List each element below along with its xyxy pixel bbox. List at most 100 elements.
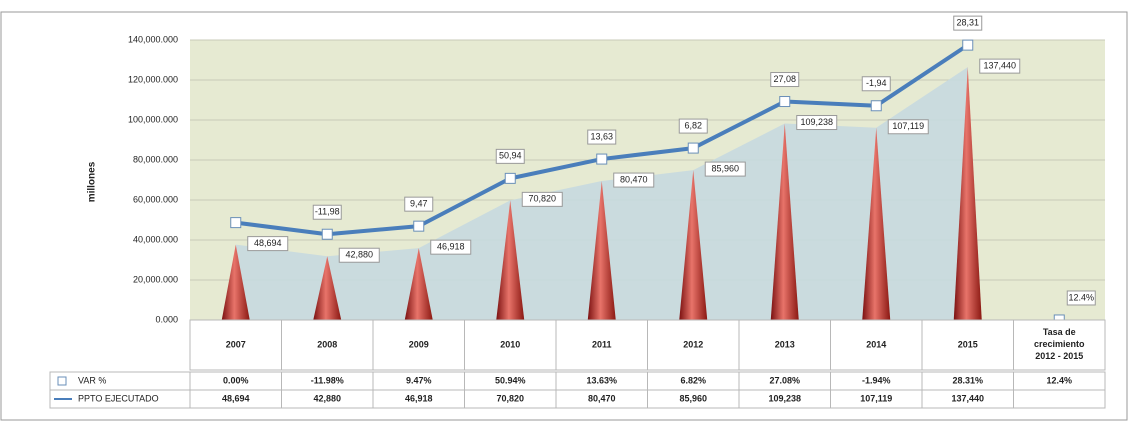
y-axis-label: millones (87, 161, 98, 202)
data-label: 27,08 (773, 74, 796, 84)
table-value: 42,880 (313, 393, 341, 403)
y-tick-label: 60,000.000 (133, 194, 178, 204)
cone (221, 244, 250, 320)
table-cell (49, 371, 191, 391)
y-tick-label: 140,000.000 (128, 34, 178, 44)
cone (404, 248, 433, 320)
label-box (247, 236, 289, 252)
data-label: 42,880 (345, 250, 373, 260)
legend-key (57, 376, 67, 386)
legend-label: PPTO EJECUTADO (78, 393, 159, 403)
x-tick-label: 2008 (317, 339, 337, 349)
table-cell (921, 319, 1014, 371)
table-value: 137,440 (951, 393, 984, 403)
data-label: 48,694 (254, 238, 282, 248)
data-label: 109,238 (800, 117, 833, 127)
table-value: 46,918 (405, 393, 433, 403)
data-label: -1,94 (866, 78, 887, 88)
table-value: 80,470 (588, 393, 616, 403)
marker (596, 153, 608, 165)
label-box (796, 115, 838, 131)
x-tick-label: 2014 (866, 339, 886, 349)
data-label: 50,94 (499, 151, 522, 161)
table-value: -1.94% (862, 375, 891, 385)
x-tick-label: 2015 (958, 339, 978, 349)
table-value: 9.47% (406, 375, 432, 385)
label-box (404, 196, 434, 212)
table-value: 12.4% (1046, 375, 1072, 385)
cone (770, 123, 799, 320)
table-value: 27.08% (769, 375, 800, 385)
marker (779, 96, 791, 108)
data-label: 80,470 (620, 174, 648, 184)
marker (870, 100, 882, 112)
table-cell (372, 319, 465, 371)
y-tick-label: 0.000 (155, 314, 178, 324)
label-box (1066, 290, 1096, 306)
table-value: 13.63% (586, 375, 617, 385)
table-cell (1013, 319, 1106, 371)
data-label: 137,440 (983, 60, 1016, 70)
label-box (495, 148, 525, 164)
data-label: -11,98 (315, 207, 340, 217)
data-label: 46,918 (437, 242, 465, 252)
label-box (430, 239, 472, 255)
label-box (770, 72, 800, 88)
table-value: 28.31% (952, 375, 983, 385)
label-box (613, 172, 655, 188)
table-value: 70,820 (496, 393, 524, 403)
marker (962, 39, 974, 51)
cone (679, 170, 708, 320)
data-label: 28,31 (956, 17, 979, 27)
cone (862, 127, 891, 321)
x-tick-label: 2010 (500, 339, 520, 349)
data-label: 6,82 (684, 120, 702, 130)
label-box (678, 118, 708, 134)
label-box (979, 58, 1021, 74)
table-value: -11.98% (311, 375, 344, 385)
y-tick-label: 40,000.000 (133, 234, 178, 244)
x-tick-label: 2013 (775, 339, 795, 349)
marker (504, 172, 516, 184)
data-label: 85,960 (711, 163, 739, 173)
table-value: 85,960 (679, 393, 707, 403)
legend-label: VAR % (78, 375, 106, 385)
data-label: 13,63 (590, 131, 613, 141)
marker (687, 142, 699, 154)
y-tick-label: 120,000.000 (128, 74, 178, 84)
table-value: 109,238 (768, 393, 801, 403)
table-cell (647, 319, 740, 371)
data-label: 9,47 (410, 199, 428, 209)
table-cell (830, 319, 923, 371)
marker (413, 220, 425, 232)
data-label: 107,119 (892, 121, 924, 131)
label-box (704, 161, 746, 177)
table-value: 50.94% (495, 375, 526, 385)
label-box (887, 119, 929, 135)
marker (230, 217, 242, 229)
y-tick-label: 80,000.000 (133, 154, 178, 164)
label-box (521, 191, 563, 207)
marker (321, 228, 333, 240)
table-cell (281, 319, 374, 371)
y-tick-label: 100,000.000 (128, 114, 178, 124)
x-tick-label: 2007 (226, 339, 246, 349)
table-value: 48,694 (222, 393, 250, 403)
x-tick-label: 2011 (592, 339, 612, 349)
table-value: 6.82% (680, 375, 706, 385)
cone (496, 200, 525, 320)
data-label: 12.4% (1068, 292, 1094, 302)
label-box (312, 204, 342, 220)
table-value: 0.00% (223, 375, 249, 385)
label-box (587, 129, 617, 145)
cone (587, 181, 616, 320)
table-cell (189, 319, 282, 371)
table-cell (464, 319, 557, 371)
label-box (953, 15, 983, 31)
data-label: 70,820 (528, 194, 556, 204)
x-tick-label: Tasa de crecimiento 2012 - 2015 (1034, 327, 1085, 361)
x-tick-label: 2012 (683, 339, 703, 349)
table-cell (1013, 389, 1106, 409)
